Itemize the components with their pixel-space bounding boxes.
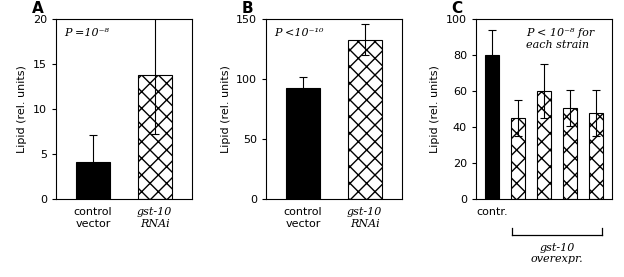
Text: P < 10⁻⁸ for
each strain: P < 10⁻⁸ for each strain — [526, 28, 595, 50]
Bar — [510, 119, 525, 199]
Bar — [588, 113, 603, 199]
Bar — [537, 91, 551, 199]
Text: gst-10
overexpr.: gst-10 overexpr. — [530, 243, 583, 264]
Bar — [348, 40, 381, 199]
Text: P <10⁻¹⁰: P <10⁻¹⁰ — [274, 28, 324, 39]
Bar — [563, 107, 577, 199]
Text: C: C — [452, 1, 463, 16]
Y-axis label: Lipid (rel. units): Lipid (rel. units) — [431, 65, 441, 153]
Text: B: B — [241, 1, 253, 16]
Bar — [286, 88, 320, 199]
Text: A: A — [32, 1, 44, 16]
Bar — [138, 75, 172, 199]
Y-axis label: Lipid (rel. units): Lipid (rel. units) — [220, 65, 230, 153]
Bar — [484, 55, 499, 199]
Text: P =10⁻⁸: P =10⁻⁸ — [64, 28, 109, 39]
Bar — [76, 161, 110, 199]
Y-axis label: Lipid (rel. units): Lipid (rel. units) — [17, 65, 27, 153]
